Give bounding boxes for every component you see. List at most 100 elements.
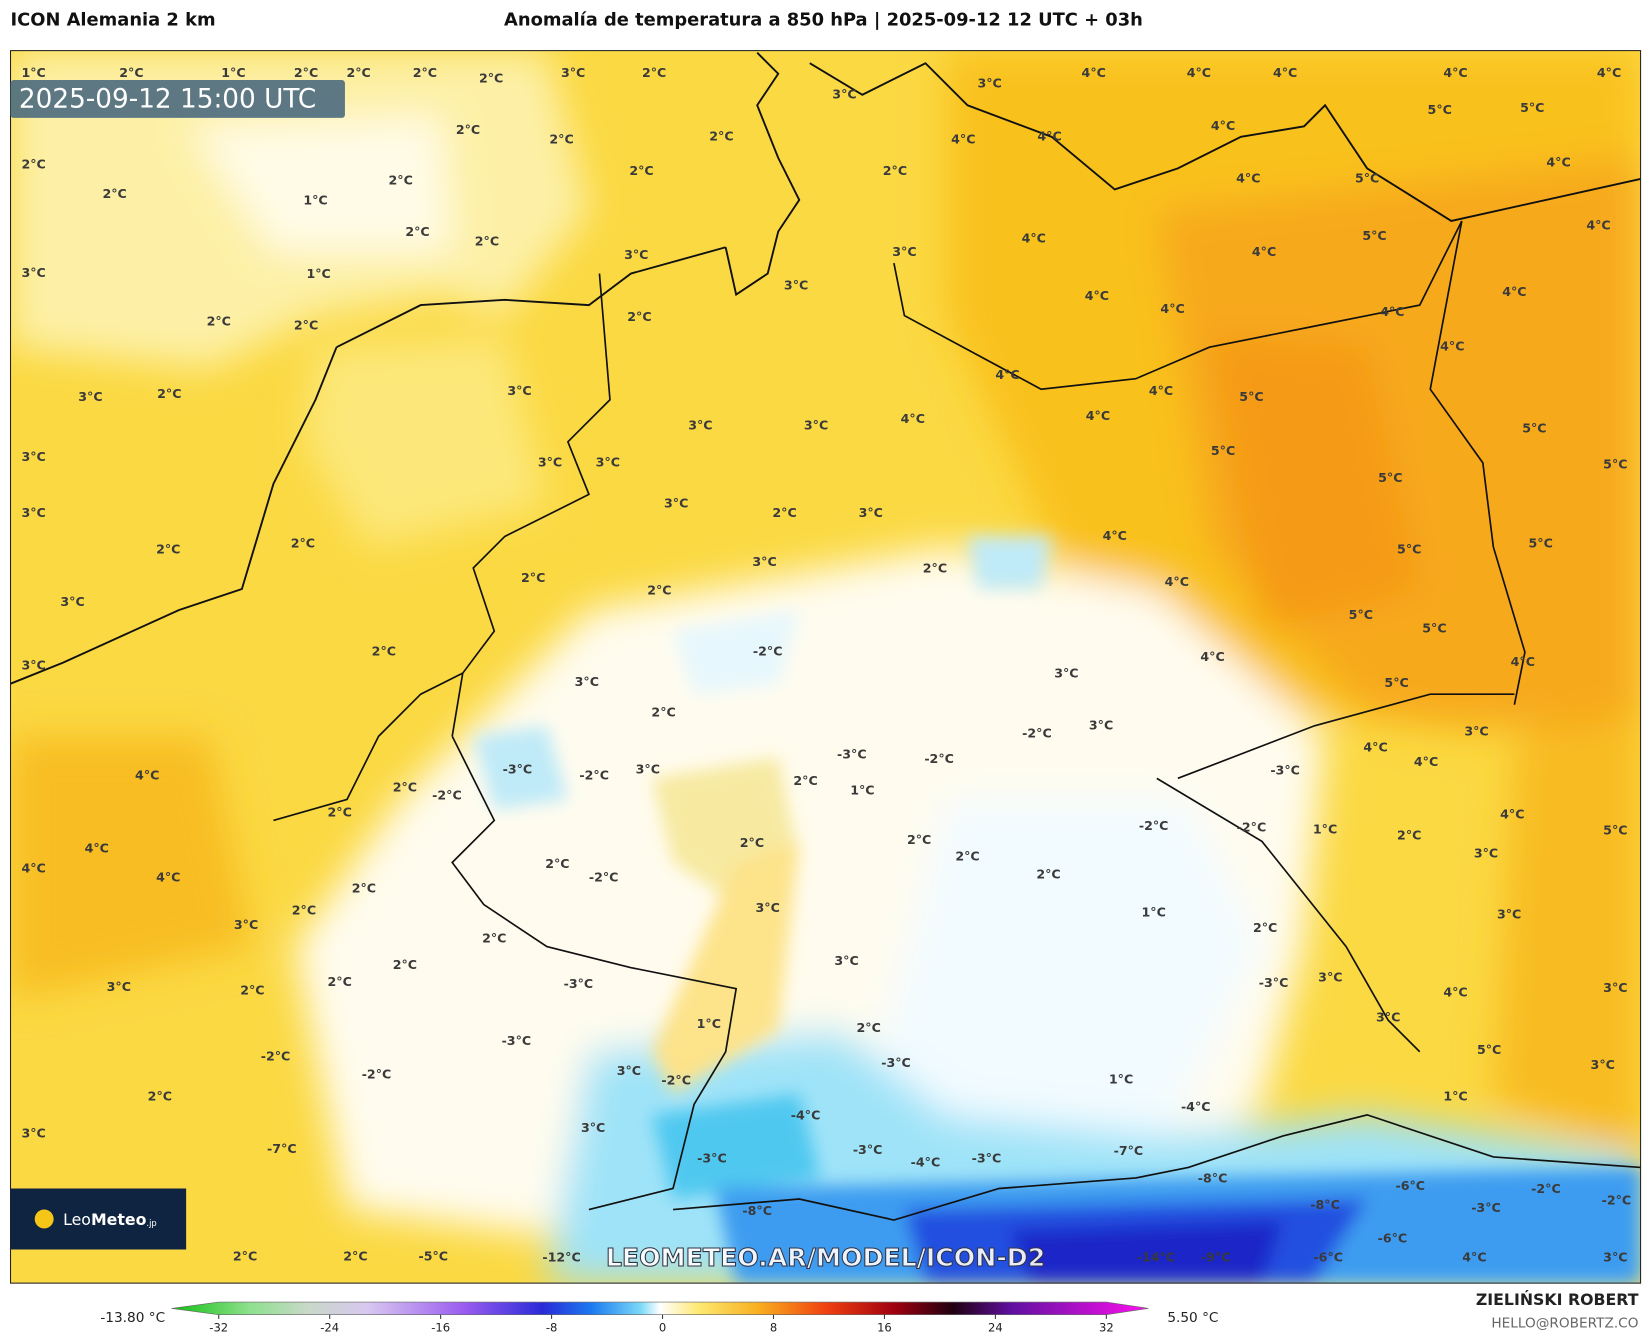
temp-label: -3°C — [853, 1142, 883, 1157]
temp-label: 2°C — [883, 163, 907, 178]
temp-label: 2°C — [291, 535, 315, 550]
temp-label: -2°C — [924, 751, 954, 766]
temp-label: 1°C — [1109, 1072, 1133, 1087]
colorbar-tick-label: 24 — [988, 1321, 1003, 1335]
temp-label: 2°C — [642, 65, 666, 80]
temp-label: 3°C — [752, 554, 776, 569]
temp-label: 5°C — [1239, 389, 1263, 404]
temp-label: 4°C — [1086, 408, 1110, 423]
temp-label: 2°C — [207, 313, 231, 328]
temp-label: -4°C — [911, 1155, 941, 1170]
temp-label: 2°C — [343, 1248, 367, 1263]
temp-label: -7°C — [267, 1141, 297, 1156]
temp-label: -14°C — [1137, 1249, 1175, 1264]
colorbar-min: -13.80 °C — [100, 1310, 165, 1326]
temp-label: 4°C — [1103, 528, 1127, 543]
temp-label: 2°C — [521, 570, 545, 585]
temp-label: 2°C — [393, 779, 417, 794]
temp-label: 3°C — [561, 65, 585, 80]
temp-label: -4°C — [791, 1107, 821, 1122]
logo-sun — [34, 1209, 54, 1229]
temp-label: 4°C — [1443, 984, 1467, 999]
temp-label: -2°C — [1237, 819, 1267, 834]
temp-label: -2°C — [362, 1066, 392, 1081]
colorbar-max: 5.50 °C — [1167, 1310, 1218, 1326]
temp-label: 4°C — [1211, 118, 1235, 133]
temp-label: -2°C — [1139, 818, 1169, 833]
temp-label: 3°C — [60, 594, 84, 609]
temp-label: 2°C — [292, 902, 316, 917]
temp-label: 4°C — [1440, 339, 1464, 354]
temp-label: 5°C — [1477, 1042, 1501, 1057]
temp-label: 2°C — [475, 234, 499, 249]
temp-label: -3°C — [502, 1033, 532, 1048]
temp-label: 4°C — [1502, 284, 1526, 299]
temp-label: 3°C — [804, 418, 828, 433]
author: ZIELIŃSKI ROBERT — [1476, 1290, 1639, 1309]
temp-label: -9°C — [1201, 1249, 1231, 1264]
temp-label: 3°C — [1464, 724, 1488, 739]
temp-label: 1°C — [1141, 904, 1165, 919]
temp-label: 3°C — [1376, 1010, 1400, 1025]
temp-label: 1°C — [850, 782, 874, 797]
temp-label: 3°C — [784, 278, 808, 293]
temp-label: 4°C — [1165, 574, 1189, 589]
temp-label: 5°C — [1211, 443, 1235, 458]
temp-label: 3°C — [636, 761, 660, 776]
temp-label: 2°C — [923, 561, 947, 576]
temp-label: 4°C — [1037, 128, 1061, 143]
temp-label: 4°C — [1443, 65, 1467, 80]
temp-label: 4°C — [1252, 244, 1276, 259]
colorbar-tick-label: -32 — [209, 1321, 228, 1335]
map-title: Anomalía de temperatura a 850 hPa | 2025… — [504, 9, 1143, 30]
temp-label: 3°C — [507, 383, 531, 398]
temp-label: 2°C — [456, 122, 480, 137]
temp-label: 5°C — [1349, 607, 1373, 622]
temp-label: 4°C — [1085, 288, 1109, 303]
temp-label: 3°C — [581, 1120, 605, 1135]
colorbar-tick-label: 32 — [1099, 1321, 1114, 1335]
temp-label: -6°C — [1313, 1249, 1343, 1264]
temp-label: 3°C — [1318, 970, 1342, 985]
temp-label: 4°C — [1462, 1249, 1486, 1264]
temp-label: 3°C — [834, 953, 858, 968]
temp-label: -3°C — [972, 1151, 1002, 1166]
temp-label: 5°C — [1603, 822, 1627, 837]
temp-label: 4°C — [85, 840, 109, 855]
temp-label: -6°C — [1378, 1230, 1408, 1245]
temp-label: 2°C — [740, 835, 764, 850]
temp-label: -4°C — [1181, 1099, 1211, 1114]
temp-label: 3°C — [977, 76, 1001, 91]
temp-label: 2°C — [709, 128, 733, 143]
temp-label: 4°C — [901, 411, 925, 426]
temp-label: 3°C — [21, 265, 45, 280]
temp-label: 2°C — [405, 224, 429, 239]
temp-label: 2°C — [119, 65, 143, 80]
temp-label: 3°C — [664, 495, 688, 510]
temp-label: 4°C — [1160, 301, 1184, 316]
temp-label: 2°C — [647, 583, 671, 598]
temp-label: 4°C — [1546, 155, 1570, 170]
temp-label: 5°C — [1522, 421, 1546, 436]
temp-label: -3°C — [564, 976, 594, 991]
temp-label: 5°C — [1603, 456, 1627, 471]
temp-label: 3°C — [756, 900, 780, 915]
temp-label: 1°C — [1313, 821, 1337, 836]
temp-label: 1°C — [303, 192, 327, 207]
temp-label: 4°C — [1187, 65, 1211, 80]
temp-label: 5°C — [1428, 102, 1452, 117]
temp-label: -2°C — [432, 788, 462, 803]
temp-label: 4°C — [1273, 65, 1297, 80]
temp-label: 4°C — [1586, 218, 1610, 233]
temp-label: 2°C — [413, 65, 437, 80]
temp-label: 2°C — [482, 931, 506, 946]
temp-label: 2°C — [389, 173, 413, 188]
temp-label: 2°C — [240, 982, 264, 997]
temp-label: 3°C — [1497, 907, 1521, 922]
temp-label: -2°C — [579, 768, 609, 783]
temp-label: 5°C — [1362, 228, 1386, 243]
temp-label: 3°C — [1603, 980, 1627, 995]
temp-label: 2°C — [856, 1020, 880, 1035]
temp-label: 5°C — [1384, 675, 1408, 690]
temp-label: 2°C — [545, 856, 569, 871]
